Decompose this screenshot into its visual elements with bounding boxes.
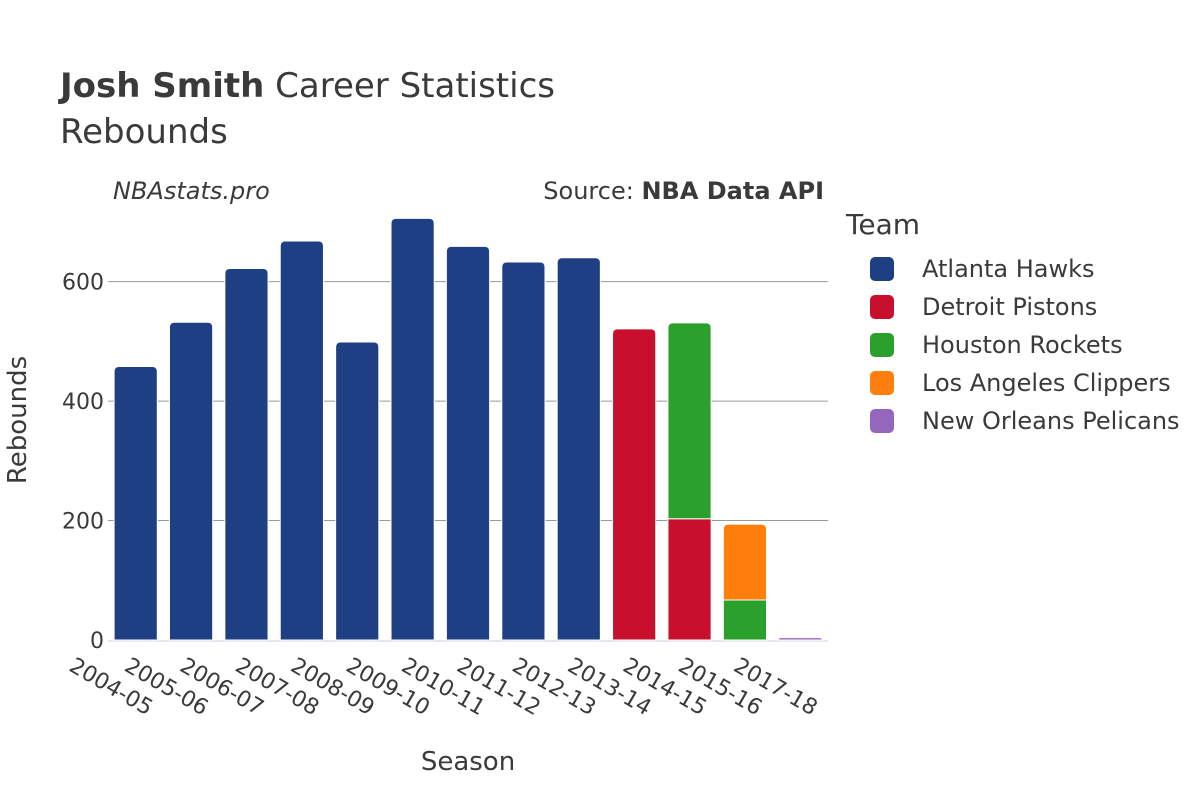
source-prefix: Source:	[543, 177, 642, 205]
legend-swatch	[870, 257, 894, 281]
source-note: Source: NBA Data API	[543, 177, 824, 205]
legend-label: New Orleans Pelicans	[922, 407, 1180, 435]
bar-2014-15-detroit-pistons	[667, 518, 712, 641]
bar-2007-08-atlanta-hawks	[279, 240, 324, 641]
legend-swatch	[870, 409, 894, 433]
bar-2005-06-atlanta-hawks	[168, 321, 214, 641]
legend-item-houston-rockets[interactable]: Houston Rockets	[870, 326, 1180, 364]
y-tick-labels: 0 200 400 600	[62, 271, 104, 654]
legend-swatch	[870, 371, 894, 395]
bar-2014-15-houston-rockets	[667, 322, 712, 520]
y-axis-label: Rebounds	[3, 356, 33, 484]
chart-title-player: Josh Smith	[60, 66, 265, 106]
legend-label: Houston Rockets	[922, 331, 1123, 359]
site-credit: NBAstats.pro	[113, 177, 270, 205]
bar-2006-07-atlanta-hawks	[224, 268, 269, 641]
chart-title: Josh Smith Career Statistics	[60, 66, 555, 106]
bar-2015-16-houston-rockets	[722, 599, 768, 641]
bar-2012-13-atlanta-hawks	[556, 257, 601, 641]
legend-label: Los Angeles Clippers	[922, 369, 1171, 397]
legend-label: Detroit Pistons	[922, 293, 1098, 321]
legend-swatch	[870, 295, 894, 319]
chart-title-rest: Career Statistics	[264, 66, 555, 106]
bar-2017-18-new-orleans-pelicans	[778, 637, 823, 641]
bar-2004-05-atlanta-hawks	[113, 365, 158, 641]
legend-item-los-angeles-clippers[interactable]: Los Angeles Clippers	[870, 364, 1180, 402]
bar-2015-16-los-angeles-clippers	[722, 523, 768, 601]
legend-label: Atlanta Hawks	[922, 255, 1095, 283]
legend-item-new-orleans-pelicans[interactable]: New Orleans Pelicans	[870, 402, 1180, 440]
bar-2009-10-atlanta-hawks	[390, 217, 435, 641]
y-tick-label: 600	[62, 271, 104, 296]
legend-item-detroit-pistons[interactable]: Detroit Pistons	[870, 288, 1180, 326]
legend: Atlanta Hawks Detroit Pistons Houston Ro…	[870, 250, 1180, 440]
x-tick-labels: 2004-052005-062006-072007-082008-092009-…	[65, 653, 822, 721]
y-tick-label: 0	[90, 629, 104, 654]
y-tick-label: 200	[62, 510, 104, 535]
bar-2011-12-atlanta-hawks	[501, 261, 546, 641]
x-axis-label: Season	[421, 747, 515, 777]
bar-2013-14-detroit-pistons	[612, 328, 657, 641]
bar-2008-09-atlanta-hawks	[335, 341, 380, 641]
bar-2010-11-atlanta-hawks	[445, 245, 491, 641]
legend-item-atlanta-hawks[interactable]: Atlanta Hawks	[870, 250, 1180, 288]
source-name: NBA Data API	[641, 177, 824, 205]
legend-title: Team	[846, 208, 921, 241]
legend-swatch	[870, 333, 894, 357]
y-tick-label: 400	[62, 390, 104, 415]
chart-subtitle: Rebounds	[60, 112, 228, 152]
bars	[113, 217, 823, 641]
